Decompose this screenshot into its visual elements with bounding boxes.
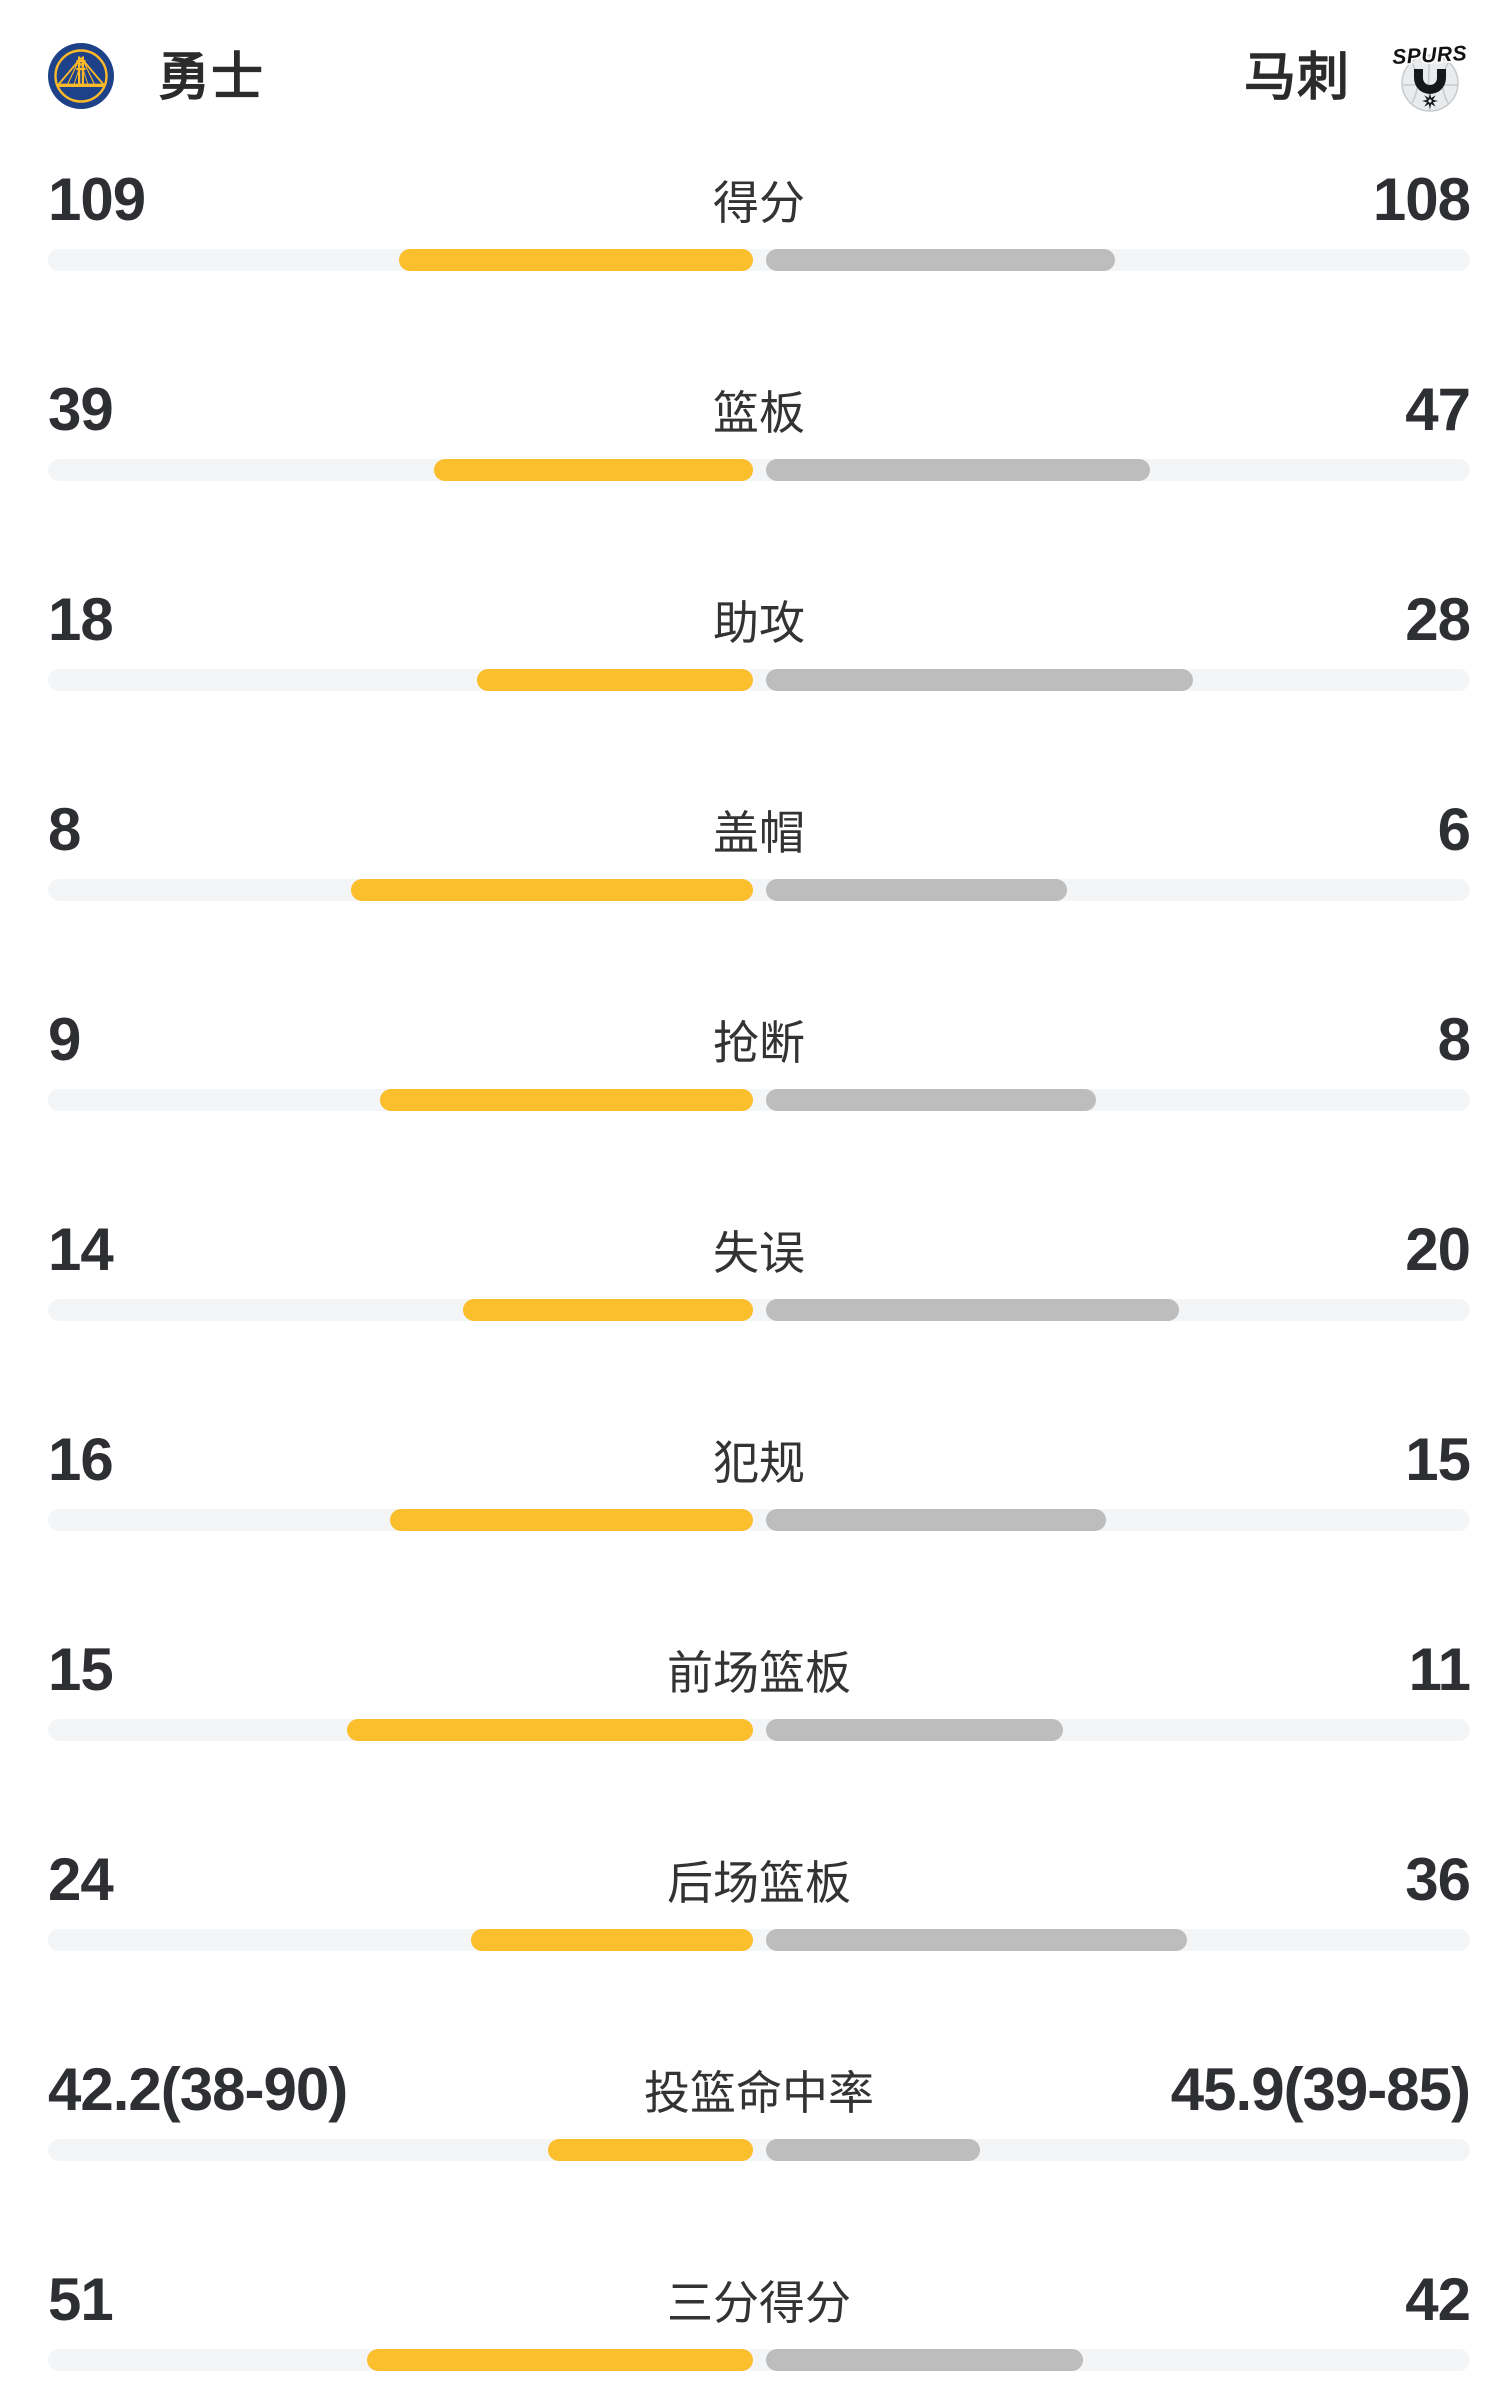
spurs-wordmark: SPURS [1392,42,1468,69]
stat-row: 39 篮板 47 [0,374,1500,534]
stat-bar-track [48,2139,1470,2161]
stat-row: 42.2(38-90) 投篮命中率 45.9(39-85) [0,2054,1500,2214]
stat-bar-left [463,1299,753,1321]
stat-row-text: 9 抢断 8 [48,1004,1471,1076]
stat-bar-right [765,459,1150,481]
stat-value-left: 39 [48,376,114,443]
team-right-name: 马刺 [1243,49,1350,107]
stat-label: 后场篮板 [667,1857,851,1909]
stat-label: 篮板 [713,387,805,439]
stat-row-text: 109 得分 108 [48,164,1471,236]
spurs-logo-icon: SPURS [1390,37,1470,120]
header: 勇士 马刺 SPURS [48,40,1470,114]
team-left-name: 勇士 [158,49,265,107]
stat-value-right: 6 [1437,796,1471,863]
stat-row-text: 42.2(38-90) 投篮命中率 45.9(39-85) [48,2054,1471,2126]
stat-bar-track [48,1719,1470,1741]
stat-bar-left [350,879,753,901]
stat-row: 109 得分 108 [0,164,1500,324]
stat-value-left: 16 [48,1426,114,1493]
stat-row: 8 盖帽 6 [0,794,1500,954]
stat-row-text: 24 后场篮板 36 [48,1844,1471,1916]
stat-value-right: 28 [1405,586,1471,653]
stat-value-left: 18 [48,586,114,653]
stat-value-right: 42 [1405,2266,1471,2333]
stat-bar-left [471,1929,753,1951]
stat-bar-right [765,1509,1106,1531]
stat-bar-right [765,1929,1188,1951]
stat-value-right: 15 [1405,1426,1471,1493]
stat-bar-right [765,2349,1083,2371]
stat-bar-right [765,1719,1063,1741]
stat-label: 前场篮板 [667,1647,851,1699]
stat-value-left: 42.2(38-90) [48,2056,348,2123]
stat-row-text: 51 三分得分 42 [48,2264,1471,2336]
stat-row: 15 前场篮板 11 [0,1634,1500,1794]
stat-value-right: 108 [1372,166,1471,233]
stat-bar-left [346,1719,753,1741]
stat-bar-right [765,249,1116,271]
stat-bar-right [765,1089,1097,1111]
stat-label: 犯规 [713,1437,805,1489]
stat-bar-track [48,1509,1470,1531]
stat-row: 24 后场篮板 36 [0,1844,1500,2004]
stat-bar-track [48,1929,1470,1951]
team-left: 勇士 [48,42,264,114]
stat-value-right: 11 [1408,1636,1471,1703]
stat-row: 16 犯规 15 [0,1424,1500,1584]
stat-bar-left [389,1509,753,1531]
stat-bar-track [48,879,1470,901]
stat-bar-left [547,2139,753,2161]
stat-value-left: 24 [48,1846,114,1913]
stat-value-right: 47 [1405,376,1471,443]
stat-value-left: 8 [48,796,81,863]
stat-bar-track [48,249,1470,271]
stat-row: 9 抢断 8 [0,1004,1500,1164]
stat-bar-track [48,669,1470,691]
stat-bar-track [48,459,1470,481]
stat-value-right: 45.9(39-85) [1170,2056,1471,2123]
stats-list: 109 得分 108 39 篮板 47 18 助攻 [0,164,1500,2400]
stat-label: 投篮命中率 [644,2067,874,2119]
stat-row: 14 失误 20 [0,1214,1500,1374]
stat-row: 18 助攻 28 [0,584,1500,744]
stat-bar-left [399,249,753,271]
stat-bar-track [48,2349,1470,2371]
stat-bar-right [765,879,1067,901]
stat-label: 盖帽 [713,807,805,859]
stat-bar-left [380,1089,753,1111]
stat-label: 三分得分 [667,2277,851,2329]
stat-bar-left [477,669,753,691]
stat-value-right: 20 [1405,1216,1471,1283]
stat-label: 得分 [713,177,805,229]
stat-row-text: 8 盖帽 6 [48,794,1471,866]
stat-value-left: 15 [48,1636,114,1703]
stat-row-text: 15 前场篮板 11 [48,1634,1471,1706]
stat-bar-track [48,1089,1470,1111]
stat-value-right: 36 [1405,1846,1471,1913]
stat-value-left: 14 [48,1216,114,1283]
stat-bar-left [367,2349,753,2371]
stat-row-text: 14 失误 20 [48,1214,1471,1286]
stat-label: 失误 [713,1227,805,1279]
stat-value-right: 8 [1437,1006,1471,1073]
stat-value-left: 109 [48,166,146,233]
stat-label: 抢断 [713,1017,805,1069]
stat-row: 51 三分得分 42 [0,2264,1500,2400]
stat-row-text: 16 犯规 15 [48,1424,1471,1496]
stat-bar-right [765,669,1194,691]
warriors-logo-icon [48,42,114,114]
stat-value-left: 51 [48,2266,114,2333]
stat-value-left: 9 [48,1006,81,1073]
stat-label: 助攻 [713,597,805,649]
team-right: 马刺 SPURS [1244,37,1470,120]
stat-row-text: 18 助攻 28 [48,584,1471,656]
stat-bar-right [765,1299,1179,1321]
stat-row-text: 39 篮板 47 [48,374,1471,446]
stat-bar-right [765,2139,981,2161]
stat-bar-track [48,1299,1470,1321]
stat-bar-left [433,459,753,481]
